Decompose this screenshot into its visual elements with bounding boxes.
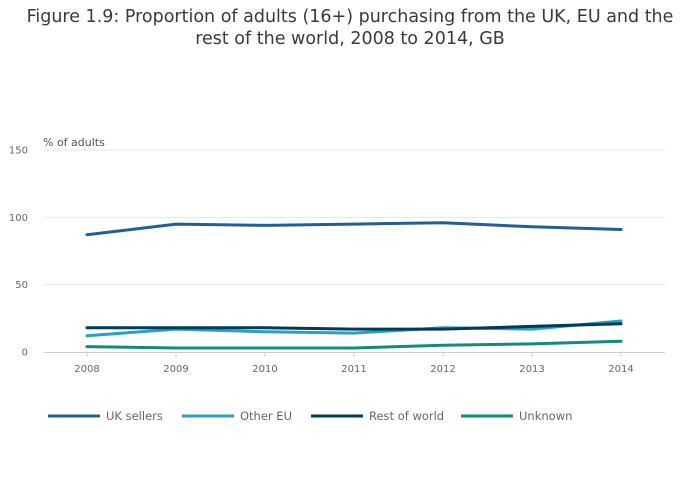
legend-label-uk-sellers: UK sellers [106,409,163,423]
y-tick-labels: 0 50 100 150 [9,146,28,359]
series-line-uk-sellers [85,221,623,237]
y-tick-label: 150 [9,146,28,157]
y-tick-label: 100 [9,213,28,224]
x-tick-label: 2012 [430,364,455,375]
x-tick-label: 2010 [252,364,277,375]
series-lines [85,221,623,350]
x-tick-label: 2009 [163,364,188,375]
x-tick-labels: 2008 2009 2010 2011 2012 2013 2014 [74,364,633,375]
y-axis-label: % of adults [43,136,105,149]
chart-title: Figure 1.9: Proportion of adults (16+) p… [26,7,674,49]
y-tick-label: 50 [15,280,28,291]
legend-label-unknown: Unknown [519,409,572,423]
legend-label-other-eu: Other EU [240,409,292,423]
x-tick-label: 2011 [341,364,366,375]
series-line-unknown [85,339,623,350]
x-tick-label: 2014 [608,364,633,375]
x-tick-label: 2008 [74,364,99,375]
x-tick-label: 2013 [519,364,544,375]
legend: UK sellers Other EU Rest of world Unknown [48,409,572,423]
y-tick-label: 0 [22,348,28,359]
series-line-rest-of-world [85,322,623,331]
legend-label-rest-of-world: Rest of world [369,409,444,423]
